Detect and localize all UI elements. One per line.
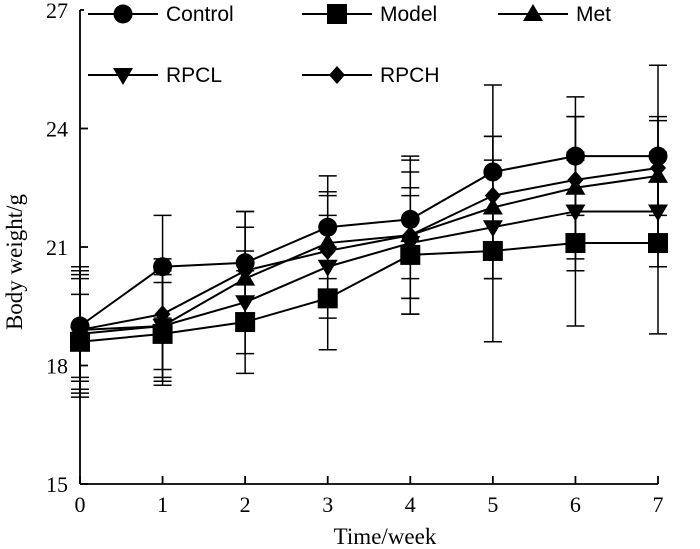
data-point-model xyxy=(317,288,338,309)
data-point-control xyxy=(483,162,503,182)
series-line-rpcl xyxy=(79,210,658,335)
legend: Control Model Met RPCL RPCH xyxy=(84,1,654,88)
data-point-rpcl xyxy=(565,204,586,222)
x-tick-label: 2 xyxy=(240,492,251,517)
data-point-model xyxy=(235,312,256,333)
series-line-rpch xyxy=(79,167,659,331)
legend-label-control: Control xyxy=(166,3,234,26)
legend-label-rpch: RPCH xyxy=(380,64,440,87)
x-tick-label: 3 xyxy=(322,492,333,517)
data-point-rpcl xyxy=(317,259,338,277)
legend-label-model: Model xyxy=(380,3,437,26)
y-tick-label: 21 xyxy=(46,235,68,260)
data-point-rpcl xyxy=(482,220,503,238)
data-point-model xyxy=(482,240,503,261)
legend-item-rpcl: RPCL xyxy=(84,62,244,88)
x-tick-label: 0 xyxy=(75,492,86,517)
data-point-control xyxy=(648,146,668,166)
x-tick-label: 5 xyxy=(487,492,498,517)
x-tick-label: 6 xyxy=(570,492,581,517)
y-tick-label: 24 xyxy=(46,117,68,142)
legend-label-met: Met xyxy=(576,3,611,26)
y-tick-label: 18 xyxy=(46,354,68,379)
legend-item-met: Met xyxy=(494,1,654,27)
data-point-rpch xyxy=(567,170,584,189)
data-point-control xyxy=(153,257,173,277)
data-point-model xyxy=(565,233,586,254)
legend-item-rpch: RPCH xyxy=(298,62,458,88)
x-axis-title: Time/week xyxy=(334,524,437,549)
data-point-rpch xyxy=(650,159,666,177)
axes: 15 18 21 24 27 0 1 2 3 4 5 6 7 xyxy=(46,0,664,517)
data-point-rpch xyxy=(154,305,171,324)
data-point-rpcl xyxy=(152,319,173,336)
legend-item-control: Control xyxy=(84,1,244,27)
legend-item-model: Model xyxy=(298,1,458,27)
x-tick-label: 1 xyxy=(157,492,168,517)
data-point-rpch xyxy=(319,241,336,260)
data-point-met xyxy=(482,197,503,215)
y-tick-label: 27 xyxy=(46,0,68,23)
legend-marker-rpch xyxy=(329,66,345,84)
y-axis-title: Body weight/g xyxy=(2,193,27,330)
series-line-model xyxy=(79,242,658,343)
data-point-rpcl xyxy=(648,204,668,222)
data-point-model xyxy=(648,233,668,254)
data-point-rpch xyxy=(402,226,419,245)
data-point-control xyxy=(400,209,420,229)
x-tick-label: 4 xyxy=(405,492,416,517)
legend-marker-control xyxy=(113,4,133,24)
legend-marker-met xyxy=(523,4,543,21)
legend-label-rpcl: RPCL xyxy=(166,64,222,87)
data-point-rpcl xyxy=(235,295,256,313)
data-point-rpch xyxy=(484,186,501,205)
series-line-met xyxy=(79,174,659,331)
data-point-model xyxy=(400,244,421,265)
data-point-rpch xyxy=(237,261,254,280)
y-tick-label: 15 xyxy=(46,472,68,497)
data-point-rpcl xyxy=(400,236,421,254)
series-line-control xyxy=(79,155,658,327)
legend-marker-model xyxy=(327,4,347,24)
data-point-control xyxy=(565,146,585,166)
data-point-control xyxy=(318,217,338,237)
data-point-met xyxy=(317,233,338,251)
legend-marker-rpcl xyxy=(113,68,133,85)
plot-area xyxy=(70,64,668,398)
x-tick-label: 7 xyxy=(653,492,664,517)
